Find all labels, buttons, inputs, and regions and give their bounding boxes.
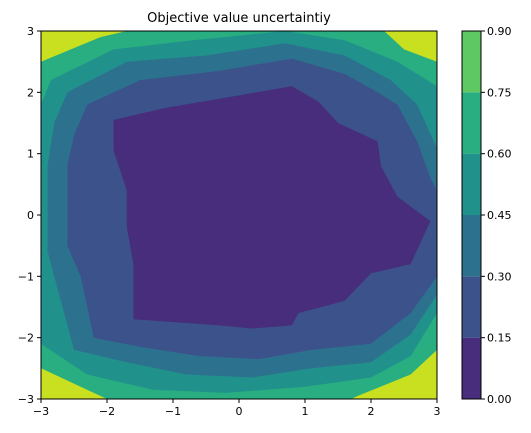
colorbar-band [462, 276, 481, 338]
x-tick-label: 1 [302, 405, 309, 418]
x-tick-label: 3 [434, 405, 441, 418]
y-tick-label: −1 [18, 270, 34, 283]
colorbar-band [462, 337, 481, 399]
colorbar-tick-label: 0.75 [487, 86, 512, 99]
x-tick-label: −3 [33, 405, 49, 418]
colorbar-band [462, 153, 481, 215]
x-tick-label: 0 [236, 405, 243, 418]
y-axis: −3 −2 −1 0 1 2 3 [18, 25, 41, 406]
colorbar-tick-label: 0.15 [487, 332, 512, 345]
y-tick-label: 1 [27, 148, 34, 161]
colorbar-band [462, 31, 481, 93]
colorbar-tick-label: 0.45 [487, 209, 512, 222]
plot-area: −3 −2 −1 0 1 2 3 −3 −2 −1 0 1 2 3 [18, 25, 441, 418]
colorbar: 0.00 0.15 0.30 0.45 0.60 0.75 0.90 [461, 25, 512, 406]
colorbar-tick-label: 0.60 [487, 148, 512, 161]
y-tick-label: 0 [27, 209, 34, 222]
colorbar-tick-label: 0.30 [487, 270, 512, 283]
colorbar-bands [462, 31, 481, 399]
chart-title: Objective value uncertaintiy [147, 11, 331, 26]
contour-bands [41, 31, 437, 399]
colorbar-tick-label: 0.90 [487, 25, 512, 38]
x-axis: −3 −2 −1 0 1 2 3 [33, 399, 441, 418]
y-tick-label: 3 [27, 25, 34, 38]
colorbar-band [462, 92, 481, 154]
x-tick-label: 2 [368, 405, 375, 418]
x-tick-label: −2 [99, 405, 115, 418]
y-tick-label: −3 [18, 393, 34, 406]
y-tick-label: −2 [18, 332, 34, 345]
colorbar-ticks: 0.00 0.15 0.30 0.45 0.60 0.75 0.90 [481, 25, 512, 406]
contour-band-0.00-0.15 [113, 86, 431, 329]
colorbar-band [462, 215, 481, 277]
x-tick-label: −1 [165, 405, 181, 418]
colorbar-tick-label: 0.00 [487, 393, 512, 406]
y-tick-label: 2 [27, 86, 34, 99]
